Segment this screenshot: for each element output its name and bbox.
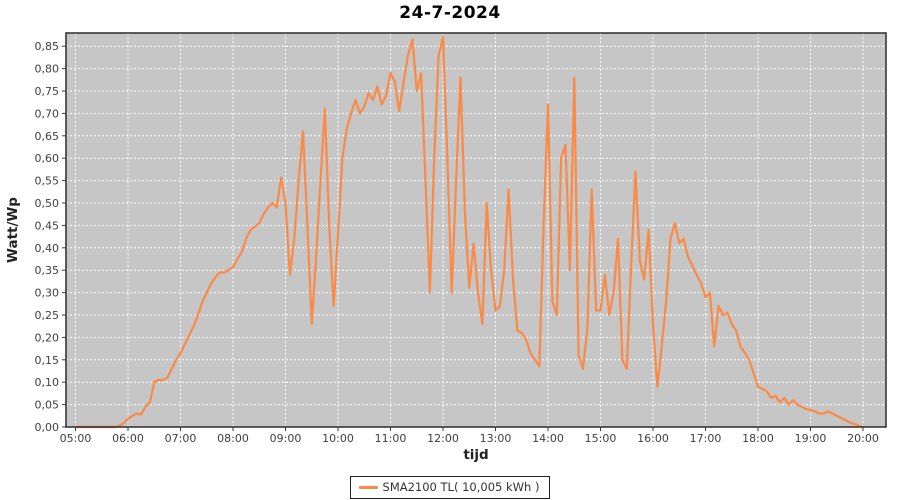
x-tick-label: 17:00 <box>690 432 722 445</box>
y-tick-label: 0,50 <box>35 197 60 210</box>
x-tick-label: 13:00 <box>480 432 512 445</box>
x-tick-label: 12:00 <box>427 432 459 445</box>
y-tick-label: 0,30 <box>35 287 60 300</box>
y-tick-label: 0,10 <box>35 376 60 389</box>
x-tick-label: 16:00 <box>637 432 669 445</box>
x-tick-label: 18:00 <box>742 432 774 445</box>
y-tick-label: 0,75 <box>35 85 60 98</box>
y-tick-label: 0,20 <box>35 331 60 344</box>
x-tick-label: 20:00 <box>847 432 879 445</box>
x-tick-label: 07:00 <box>165 432 197 445</box>
y-tick-label: 0,55 <box>35 175 60 188</box>
x-axis-title: tijd <box>463 447 488 463</box>
y-axis-title: Watt/Wp <box>5 197 21 263</box>
x-tick-label: 08:00 <box>217 432 249 445</box>
y-tick-label: 0,65 <box>35 130 60 143</box>
chart-title: 24-7-2024 <box>399 3 501 23</box>
y-tick-label: 0,80 <box>35 63 60 76</box>
y-tick-label: 0,35 <box>35 264 60 277</box>
y-tick-labels: 0,00 0,05 0,10 0,15 0,20 0,25 0,30 0,35 0,40 0,45… <box>35 40 60 434</box>
x-tick-label: 11:00 <box>375 432 407 445</box>
y-tick-label: 0,40 <box>35 242 60 255</box>
x-tick-label: 09:00 <box>270 432 302 445</box>
plot-background <box>66 33 886 427</box>
y-tick-label: 0,05 <box>35 399 60 412</box>
plot-border <box>65 32 887 428</box>
y-tick-label: 0,45 <box>35 219 60 232</box>
y-tick-label: 0,25 <box>35 309 60 322</box>
x-tick-label: 10:00 <box>322 432 354 445</box>
x-tick-labels: 05:00 06:00 07:00 08:00 09:00 10:00 11:00 12:00… <box>60 432 879 445</box>
x-tick-label: 15:00 <box>585 432 617 445</box>
y-tick-label: 0,70 <box>35 107 60 120</box>
x-tick-label: 05:00 <box>60 432 92 445</box>
y-tick-label: 0,60 <box>35 152 60 165</box>
x-tick-label: 14:00 <box>532 432 564 445</box>
series-line <box>74 36 865 429</box>
y-tick-label: 0,85 <box>35 40 60 53</box>
y-tick-label: 0,15 <box>35 354 60 367</box>
x-tick-label: 19:00 <box>795 432 827 445</box>
y-tick-label: 0,00 <box>35 421 60 434</box>
x-tick-label: 06:00 <box>112 432 144 445</box>
